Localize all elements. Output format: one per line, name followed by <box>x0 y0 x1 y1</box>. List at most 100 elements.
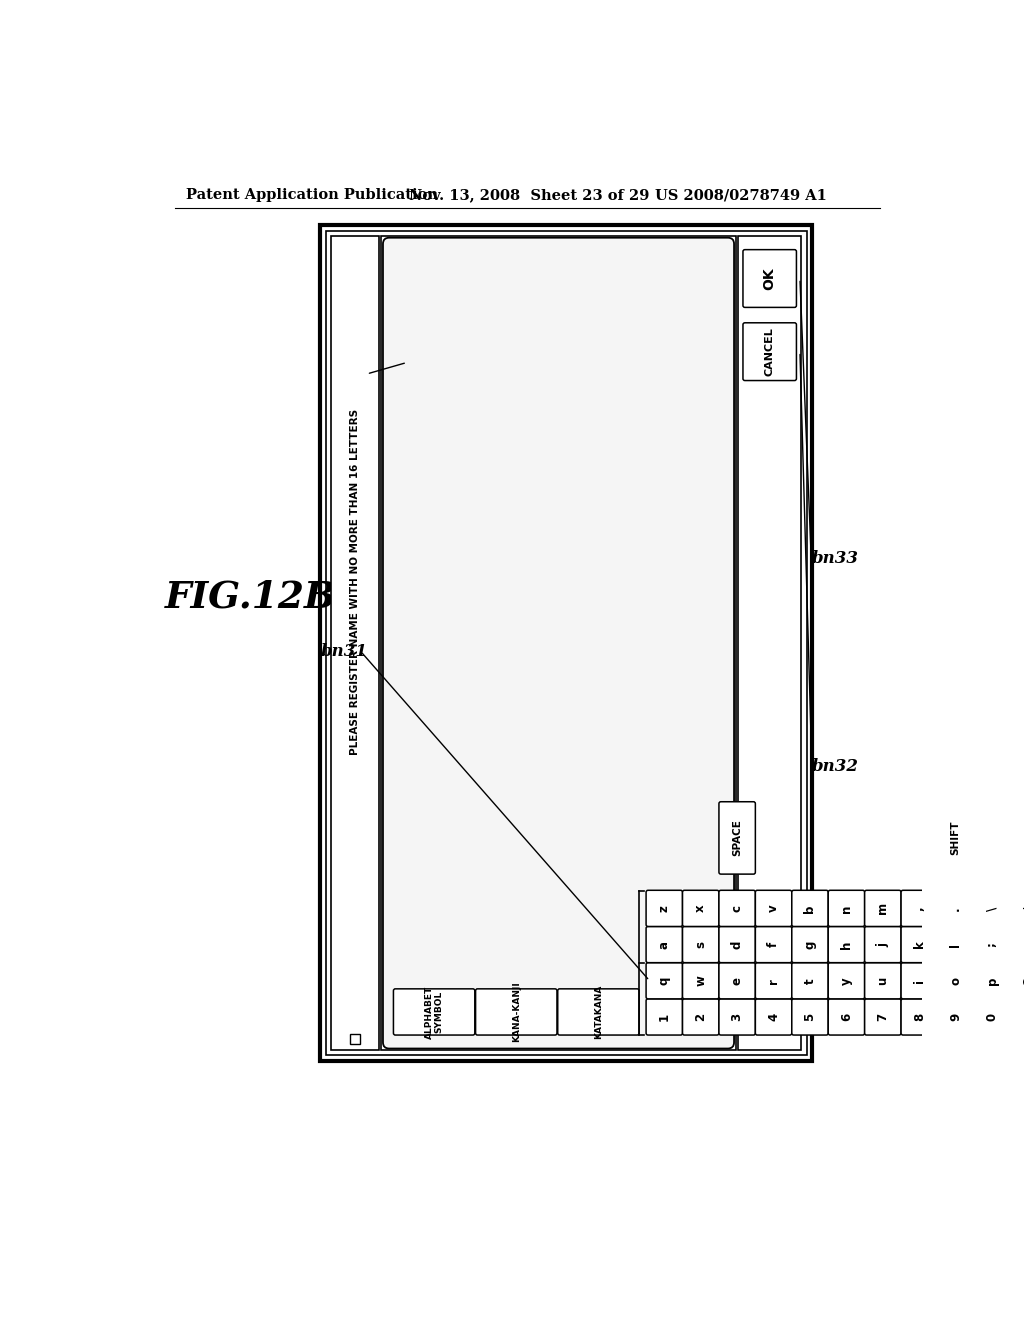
FancyBboxPatch shape <box>974 890 1011 927</box>
FancyBboxPatch shape <box>756 927 792 962</box>
FancyBboxPatch shape <box>683 927 719 962</box>
Text: s: s <box>694 941 708 948</box>
FancyBboxPatch shape <box>938 801 974 874</box>
Text: CANCEL: CANCEL <box>765 327 775 376</box>
FancyBboxPatch shape <box>864 999 901 1035</box>
FancyBboxPatch shape <box>683 890 719 927</box>
FancyBboxPatch shape <box>938 999 974 1035</box>
Text: b: b <box>804 904 816 912</box>
Text: 4: 4 <box>767 1012 780 1022</box>
Text: FIG.12B: FIG.12B <box>165 578 337 616</box>
Text: ,: , <box>912 906 926 911</box>
Text: d: d <box>731 940 743 949</box>
Text: 7: 7 <box>877 1012 890 1020</box>
Text: l: l <box>949 942 963 946</box>
Text: v: v <box>767 904 780 912</box>
FancyBboxPatch shape <box>719 927 756 962</box>
FancyBboxPatch shape <box>938 890 974 927</box>
Text: 5: 5 <box>804 1012 816 1022</box>
Text: g: g <box>804 940 816 949</box>
FancyBboxPatch shape <box>1011 890 1024 927</box>
FancyBboxPatch shape <box>743 323 797 380</box>
Text: o: o <box>949 977 963 985</box>
Text: j: j <box>877 942 890 946</box>
FancyBboxPatch shape <box>974 927 1011 962</box>
FancyBboxPatch shape <box>646 962 683 999</box>
FancyBboxPatch shape <box>792 927 828 962</box>
Text: f: f <box>767 942 780 948</box>
Text: r: r <box>767 978 780 983</box>
Text: @: @ <box>1022 975 1024 986</box>
FancyBboxPatch shape <box>792 962 828 999</box>
FancyBboxPatch shape <box>901 890 938 927</box>
Text: 8: 8 <box>912 1012 926 1022</box>
FancyBboxPatch shape <box>792 890 828 927</box>
Bar <box>331 236 379 1051</box>
Text: PLEASE REGISTER NAME WITH NO MORE THAN 16 LETTERS: PLEASE REGISTER NAME WITH NO MORE THAN 1… <box>350 408 360 755</box>
Text: 0: 0 <box>986 1012 998 1020</box>
Text: 1: 1 <box>657 1012 671 1020</box>
Text: OK: OK <box>763 267 776 290</box>
FancyBboxPatch shape <box>974 962 1011 999</box>
FancyBboxPatch shape <box>683 999 719 1035</box>
Text: a: a <box>657 941 671 949</box>
Text: h: h <box>840 940 853 949</box>
Text: bn33: bn33 <box>812 550 858 568</box>
Text: KANA-KANJI: KANA-KANJI <box>512 982 521 1043</box>
FancyBboxPatch shape <box>828 962 864 999</box>
FancyBboxPatch shape <box>792 999 828 1035</box>
FancyBboxPatch shape <box>901 999 938 1035</box>
FancyBboxPatch shape <box>719 890 756 927</box>
Text: :: : <box>1022 942 1024 946</box>
FancyBboxPatch shape <box>558 989 639 1035</box>
Text: x: x <box>694 904 708 912</box>
Text: ALPHABET
SYMBOL: ALPHABET SYMBOL <box>425 985 443 1039</box>
FancyBboxPatch shape <box>393 989 475 1035</box>
FancyBboxPatch shape <box>743 249 797 308</box>
FancyBboxPatch shape <box>756 999 792 1035</box>
Text: u: u <box>877 977 890 985</box>
Text: SHIFT: SHIFT <box>950 821 961 855</box>
FancyBboxPatch shape <box>1011 962 1024 999</box>
FancyBboxPatch shape <box>938 927 974 962</box>
FancyBboxPatch shape <box>901 927 938 962</box>
Bar <box>350 1034 360 1044</box>
FancyBboxPatch shape <box>683 962 719 999</box>
Text: k: k <box>912 941 926 949</box>
Text: SPACE: SPACE <box>732 820 742 857</box>
FancyBboxPatch shape <box>719 999 756 1035</box>
Text: ;: ; <box>986 942 998 946</box>
FancyBboxPatch shape <box>383 238 734 1048</box>
FancyBboxPatch shape <box>756 890 792 927</box>
Text: m: m <box>877 903 890 915</box>
FancyBboxPatch shape <box>974 999 1011 1035</box>
Text: 6: 6 <box>840 1012 853 1022</box>
Text: 3: 3 <box>731 1012 743 1020</box>
Bar <box>326 231 807 1056</box>
Text: KATAKANA: KATAKANA <box>594 985 603 1039</box>
Text: US 2008/0278749 A1: US 2008/0278749 A1 <box>655 189 826 202</box>
FancyBboxPatch shape <box>646 890 683 927</box>
Text: w: w <box>694 975 708 986</box>
Text: Nov. 13, 2008  Sheet 23 of 29: Nov. 13, 2008 Sheet 23 of 29 <box>409 189 649 202</box>
FancyBboxPatch shape <box>828 927 864 962</box>
FancyBboxPatch shape <box>1011 927 1024 962</box>
FancyBboxPatch shape <box>756 962 792 999</box>
Text: c: c <box>731 906 743 912</box>
FancyBboxPatch shape <box>828 999 864 1035</box>
Text: bn32: bn32 <box>812 758 858 775</box>
Text: z: z <box>657 906 671 912</box>
FancyBboxPatch shape <box>938 962 974 999</box>
FancyBboxPatch shape <box>901 962 938 999</box>
Bar <box>738 236 802 1051</box>
FancyBboxPatch shape <box>646 999 683 1035</box>
FancyBboxPatch shape <box>719 962 756 999</box>
Bar <box>321 226 812 1061</box>
FancyBboxPatch shape <box>864 962 901 999</box>
Text: 301: 301 <box>391 350 432 367</box>
FancyBboxPatch shape <box>719 801 756 874</box>
Text: t: t <box>804 978 816 983</box>
Text: i: i <box>912 978 926 983</box>
Bar <box>381 236 735 1051</box>
FancyBboxPatch shape <box>1011 999 1024 1035</box>
